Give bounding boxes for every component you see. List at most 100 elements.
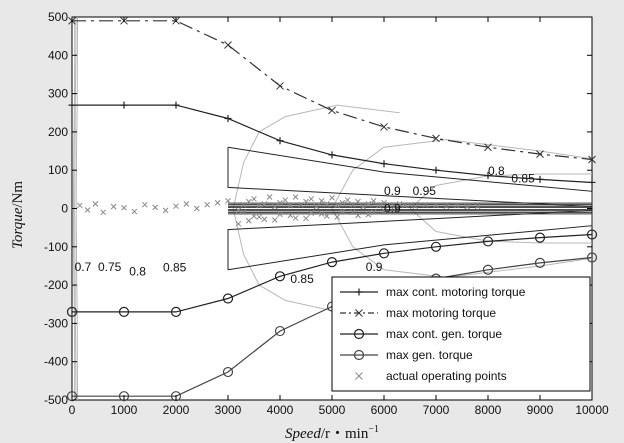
x-tick-label: 7000 [423,403,450,417]
x-marker [422,201,429,208]
x-marker [240,209,247,216]
x-marker [328,106,336,115]
circle-marker [222,293,234,304]
x-marker [256,202,263,209]
y-axis-ticks: -500 -400 -300 -200 -100 0 100 200 300 400 500 [44,10,592,407]
x-marker [484,143,492,152]
plus-marker [380,160,388,168]
legend: max cont. motoring torque max motoring to… [331,276,591,392]
efficiency-region-outline [227,146,593,208]
circle-marker [586,252,598,263]
x-marker [381,207,387,214]
circle-marker [482,236,494,247]
circle-marker [534,257,546,268]
x-marker [396,201,403,207]
circle-marker [430,241,442,252]
x-marker [261,201,268,207]
x-marker [365,211,372,218]
x-marker [204,201,211,208]
y-tick-label: 0 [61,202,68,216]
x-marker [443,203,450,210]
legend-entry: actual operating points [355,369,507,383]
x-marker [92,201,99,207]
circle-marker [118,391,130,402]
x-marker [287,202,294,209]
x-marker [245,217,252,224]
legend-label: max cont. gen. torque [386,327,502,341]
x-marker [162,207,169,214]
x-tick-label: 10000 [575,403,609,417]
x-marker [183,201,190,207]
x-marker [433,202,439,209]
plus-marker [536,175,544,183]
legend-entry: max motoring torque [340,306,496,320]
circle-marker [482,264,494,275]
x-marker [432,134,440,143]
x-marker [339,199,346,206]
series-4 [76,194,481,227]
x-marker [474,203,481,210]
plus-marker [328,151,336,159]
x-axis-ticks: 0 1000 2000 3000 4000 5000 6000 7000 8000 9000 100… [69,17,609,417]
x-marker [110,203,117,210]
y-axis-title-quantity: Torque [10,207,26,249]
circle-marker [586,229,598,240]
y-tick-label: 300 [48,87,68,101]
x-marker [224,41,232,49]
efficiency-label: 0.7 [75,260,92,274]
efficiency-label: 0.95 [413,184,437,198]
series-2 [66,229,598,318]
circle-marker [534,232,546,243]
plus-marker [276,137,284,145]
legend-label: max motoring torque [386,306,496,320]
efficiency-label: 0.75 [98,260,122,274]
x-marker [370,197,377,204]
x-marker [344,197,351,203]
plus-marker [432,166,440,174]
x-marker [349,209,356,216]
x-marker [235,220,242,227]
y-axis-title-unit: /Nm [10,181,26,208]
circle-marker [66,391,78,402]
x-marker [391,203,398,210]
x-marker [313,203,320,210]
x-marker [121,204,127,211]
y-tick-label: 500 [48,10,68,24]
x-tick-label: 3000 [215,403,242,417]
x-marker [277,199,283,206]
circle-marker [378,248,390,259]
x-tick-label: 1000 [111,403,138,417]
x-marker [303,215,309,222]
efficiency-label: 0.85 [163,261,187,275]
x-marker [355,309,363,317]
x-marker [303,198,309,205]
efficiency-label: 0.8 [129,265,146,279]
x-axis-title-quantity: Speed [285,426,321,442]
circle-marker [222,366,234,378]
x-tick-label: 8000 [475,403,502,417]
circle-marker [326,257,338,268]
y-tick-label: -100 [44,240,68,254]
x-marker [292,194,299,200]
x-marker [323,201,330,207]
x-marker [334,214,341,220]
x-marker [329,194,335,201]
y-tick-label: 400 [48,48,68,62]
x-marker [245,198,252,205]
x-marker [386,201,393,208]
efficiency-contour [331,208,593,278]
series-layer [66,16,598,402]
x-marker [349,201,356,208]
x-marker [588,155,596,164]
x-marker [225,197,231,204]
legend-label: max gen. torque [386,348,473,362]
x-marker [287,212,294,219]
y-tick-label: -200 [44,278,68,292]
efficiency-region-outline [227,209,593,271]
circle-marker [274,271,286,282]
efficiency-label: 0.9 [384,201,401,215]
x-marker [256,214,263,220]
x-tick-label: 2000 [163,403,190,417]
x-marker [131,208,138,215]
